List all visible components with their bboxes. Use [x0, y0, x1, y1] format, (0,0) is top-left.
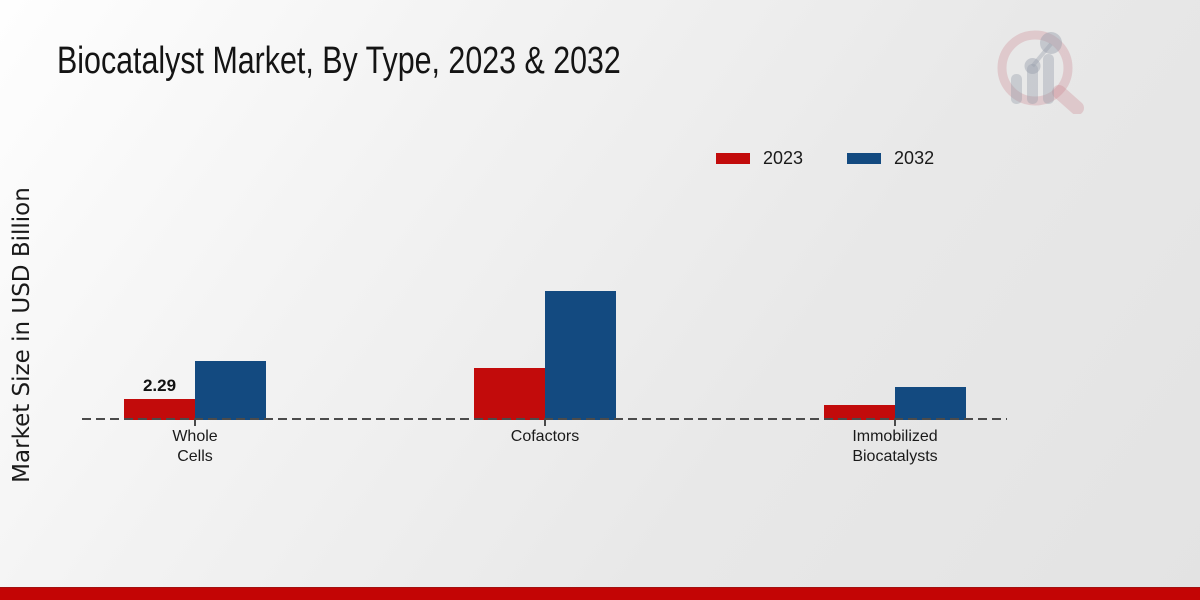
legend-label-2032: 2032: [894, 148, 935, 168]
category-label-whole-cells: Whole Cells: [172, 428, 218, 465]
legend-item-2032: 2032: [847, 148, 934, 169]
bar-2032-cofactors: [545, 291, 616, 420]
legend-swatch-2023-icon: [716, 153, 750, 164]
legend-item-2023: 2023: [716, 148, 803, 169]
x-axis-baseline: [82, 418, 1007, 420]
bar-2032-whole-cells: [195, 361, 266, 420]
category-label-cofactors: Cofactors: [510, 428, 580, 445]
brand-watermark-magnifier-icon: [997, 30, 1084, 114]
footer-accent-bar: [0, 587, 1200, 600]
x-axis-tick: [894, 420, 896, 426]
bar-2023-whole-cells: [124, 399, 195, 420]
legend: 2023 2032: [716, 148, 934, 169]
bar-value-label: 2.29: [142, 376, 177, 395]
legend-swatch-2032-icon: [847, 153, 882, 164]
legend-label-2023: 2023: [763, 148, 804, 168]
x-axis-tick: [544, 420, 546, 426]
bar-2032-immobilized-biocatalysts: [895, 387, 966, 420]
chart-title: Biocatalyst Market, By Type, 2023 & 2032: [57, 40, 621, 82]
x-axis-tick: [194, 420, 196, 426]
bar-2023-cofactors: [474, 368, 545, 420]
bar-2023-immobilized-biocatalysts: [824, 405, 895, 420]
category-label-immobilized-biocatalysts: Immobilized Biocatalysts: [852, 428, 938, 465]
